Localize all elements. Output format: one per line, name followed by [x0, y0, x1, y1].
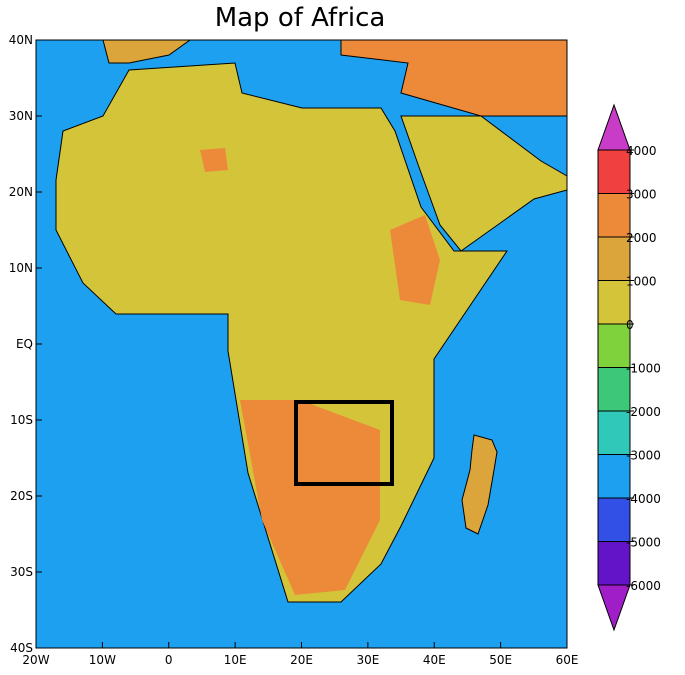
madagascar: [461, 434, 498, 535]
x-tick-label: 20W: [22, 653, 49, 667]
colorbar-label: -4000: [626, 492, 661, 506]
colorbar-label: -2000: [626, 405, 661, 419]
x-tick-label: 50E: [489, 653, 512, 667]
africa-land: [55, 62, 508, 603]
y-tick-label: 20N: [9, 185, 33, 199]
y-tick-label: EQ: [16, 337, 33, 351]
x-tick-label: 20E: [290, 653, 313, 667]
x-tick-label: 10E: [224, 653, 247, 667]
y-tick-label: 10S: [10, 413, 33, 427]
y-tick-label: 10N: [9, 261, 33, 275]
colorbar-band: [597, 236, 631, 281]
colorbar-label: -1000: [626, 362, 661, 376]
y-tick-label: 40N: [9, 33, 33, 47]
x-tick-label: 40E: [423, 653, 446, 667]
y-tick-label: 20S: [10, 489, 33, 503]
y-tick-label: 30N: [9, 109, 33, 123]
colorbar-label: 3000: [626, 188, 657, 202]
x-tick-label: 0: [165, 653, 173, 667]
colorbar-band: [597, 193, 631, 238]
y-tick-label: 30S: [10, 565, 33, 579]
colorbar-band: [597, 541, 631, 586]
arabia: [400, 115, 568, 252]
colorbar-band: [597, 454, 631, 499]
x-tick-label: 30E: [356, 653, 379, 667]
colorbar-band: [597, 149, 631, 194]
colorbar-band: [597, 497, 631, 542]
colorbar-label: 4000: [626, 144, 657, 158]
region-box: [294, 400, 394, 486]
map-title: Map of Africa: [215, 3, 386, 33]
colorbar-label: -5000: [626, 536, 661, 550]
colorbar-label: -3000: [626, 449, 661, 463]
colorbar-label: 2000: [626, 231, 657, 245]
y-tick-label: 40S: [10, 641, 33, 655]
colorbar-label: -6000: [626, 579, 661, 593]
colorbar-band: [597, 323, 631, 368]
colorbar-label: 0: [626, 318, 634, 332]
x-tick-label: 60E: [556, 653, 579, 667]
map-area: [35, 39, 568, 649]
colorbar-label: 1000: [626, 275, 657, 289]
colorbar-end: [597, 584, 631, 632]
x-tick-label: 10W: [89, 653, 116, 667]
colorbar-band: [597, 410, 631, 455]
